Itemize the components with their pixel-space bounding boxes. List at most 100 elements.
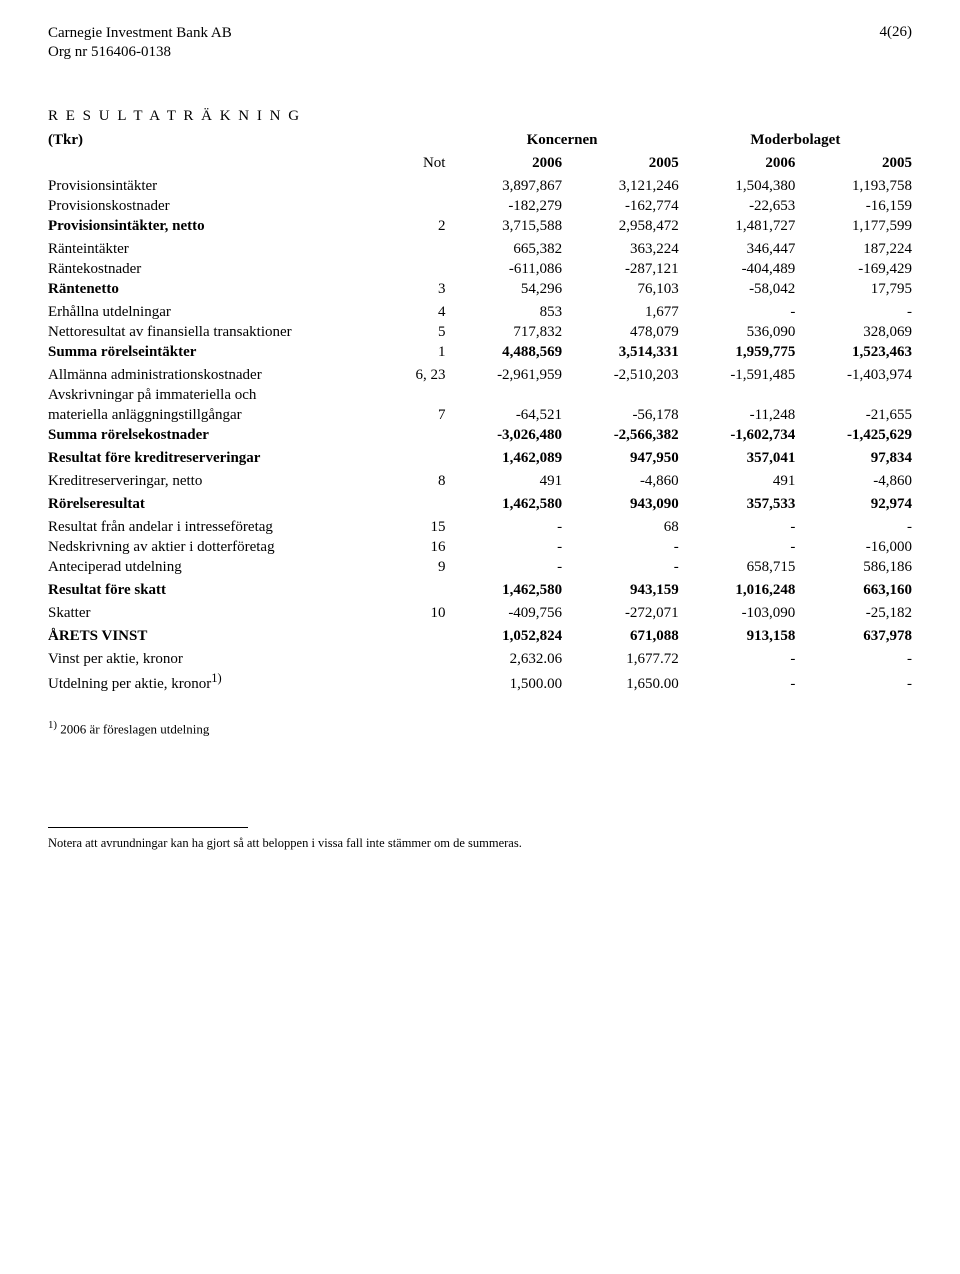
row-value: [795, 386, 912, 406]
table-row: Utdelning per aktie, kronor1)1,500.001,6…: [48, 670, 912, 695]
row-value: -56,178: [562, 406, 679, 426]
row-value: 1,677.72: [562, 650, 679, 670]
row-value: -272,071: [562, 604, 679, 624]
table-row: Vinst per aktie, kronor2,632.061,677.72-…: [48, 650, 912, 670]
column-group-koncernen: Koncernen: [445, 131, 678, 151]
table-row: Rörelseresultat1,462,580943,090357,53392…: [48, 495, 912, 515]
row-value: [679, 386, 796, 406]
row-note-ref: [385, 449, 445, 469]
column-header-year: 2006: [445, 154, 562, 174]
row-value: -: [562, 558, 679, 578]
row-note-ref: [385, 260, 445, 280]
column-header-year: 2006: [679, 154, 796, 174]
row-value: 3,897,867: [445, 177, 562, 197]
row-value: -2,510,203: [562, 366, 679, 386]
row-value: -3,026,480: [445, 426, 562, 446]
row-value: -: [795, 670, 912, 695]
row-note-ref: 7: [385, 406, 445, 426]
row-label: Räntekostnader: [48, 260, 385, 280]
row-value: 328,069: [795, 323, 912, 343]
row-label: Nedskrivning av aktier i dotterföretag: [48, 538, 385, 558]
row-value: -22,653: [679, 197, 796, 217]
row-note-ref: [385, 670, 445, 695]
org-number: Org nr 516406-0138: [48, 43, 232, 62]
row-value: 3,121,246: [562, 177, 679, 197]
row-value: 346,447: [679, 240, 796, 260]
row-note-ref: [385, 650, 445, 670]
table-row: Allmänna administrationskostnader6, 23-2…: [48, 366, 912, 386]
table-row: Ränteintäkter665,382363,224346,447187,22…: [48, 240, 912, 260]
row-footnote-ref: 1): [211, 671, 221, 685]
row-note-ref: [385, 426, 445, 446]
row-note-ref: [385, 386, 445, 406]
row-value: 3,514,331: [562, 343, 679, 363]
row-value: 17,795: [795, 280, 912, 300]
footer-rule: [48, 827, 248, 828]
row-value: 1,481,727: [679, 217, 796, 237]
row-value: 1,523,463: [795, 343, 912, 363]
row-label: Anteciperad utdelning: [48, 558, 385, 578]
table-row: Avskrivningar på immateriella och: [48, 386, 912, 406]
row-value: 478,079: [562, 323, 679, 343]
statement-title: R E S U L T A T R Ä K N I N G: [48, 108, 912, 125]
row-value: 1,500.00: [445, 670, 562, 695]
row-value: 3,715,588: [445, 217, 562, 237]
row-label: Rörelseresultat: [48, 495, 385, 515]
row-value: 1,016,248: [679, 581, 796, 601]
unit-label: (Tkr): [48, 131, 385, 151]
row-value: 97,834: [795, 449, 912, 469]
row-label: Vinst per aktie, kronor: [48, 650, 385, 670]
row-label: Ränteintäkter: [48, 240, 385, 260]
row-value: 1,462,089: [445, 449, 562, 469]
page-root: Carnegie Investment Bank AB Org nr 51640…: [0, 0, 960, 891]
row-value: 947,950: [562, 449, 679, 469]
row-value: 54,296: [445, 280, 562, 300]
table-row: Provisionsintäkter, netto23,715,5882,958…: [48, 217, 912, 237]
row-value: -: [445, 518, 562, 538]
row-label: Provisionsintäkter: [48, 177, 385, 197]
row-value: -: [445, 538, 562, 558]
row-label: Resultat från andelar i intresseföretag: [48, 518, 385, 538]
row-note-ref: [385, 627, 445, 647]
row-value: -: [562, 538, 679, 558]
column-header-year: 2005: [562, 154, 679, 174]
row-value: 2,958,472: [562, 217, 679, 237]
row-value: 76,103: [562, 280, 679, 300]
row-note-ref: 6, 23: [385, 366, 445, 386]
title-block: R E S U L T A T R Ä K N I N G (Tkr) Konce…: [48, 108, 912, 695]
page-number: 4(26): [880, 24, 913, 41]
row-value: -16,000: [795, 538, 912, 558]
row-note-ref: 5: [385, 323, 445, 343]
row-value: 187,224: [795, 240, 912, 260]
row-value: -287,121: [562, 260, 679, 280]
row-value: -: [679, 303, 796, 323]
row-note-ref: [385, 581, 445, 601]
row-label: Summa rörelseintäkter: [48, 343, 385, 363]
row-note-ref: 10: [385, 604, 445, 624]
row-note-ref: 3: [385, 280, 445, 300]
row-value: 1,052,824: [445, 627, 562, 647]
row-value: -162,774: [562, 197, 679, 217]
rounding-note: Notera att avrundningar kan ha gjort så …: [48, 836, 912, 851]
row-value: 586,186: [795, 558, 912, 578]
company-block: Carnegie Investment Bank AB Org nr 51640…: [48, 24, 232, 62]
row-value: [445, 386, 562, 406]
table-row: Provisionsintäkter3,897,8673,121,2461,50…: [48, 177, 912, 197]
row-value: 913,158: [679, 627, 796, 647]
row-value: -2,961,959: [445, 366, 562, 386]
row-value: 1,462,580: [445, 495, 562, 515]
row-value: -: [679, 650, 796, 670]
row-value: -: [445, 558, 562, 578]
row-value: -: [679, 670, 796, 695]
row-value: 663,160: [795, 581, 912, 601]
row-label: Utdelning per aktie, kronor1): [48, 670, 385, 695]
row-value: -4,860: [795, 472, 912, 492]
table-row: Anteciperad utdelning9--658,715586,186: [48, 558, 912, 578]
row-value: 665,382: [445, 240, 562, 260]
row-value: 658,715: [679, 558, 796, 578]
table-row: Kreditreserveringar, netto8491-4,860491-…: [48, 472, 912, 492]
row-value: 1,177,599: [795, 217, 912, 237]
row-value: 1,677: [562, 303, 679, 323]
row-value: 491: [679, 472, 796, 492]
row-value: -58,042: [679, 280, 796, 300]
